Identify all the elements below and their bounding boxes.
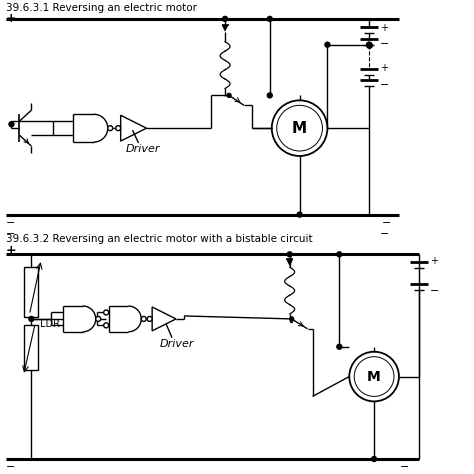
Circle shape (267, 93, 272, 98)
Polygon shape (222, 25, 228, 32)
Circle shape (104, 310, 109, 315)
Circle shape (96, 317, 100, 321)
Circle shape (29, 317, 34, 321)
Circle shape (223, 17, 228, 21)
Text: −: − (6, 218, 15, 228)
Text: −: − (382, 218, 391, 228)
Text: 39.6.3.1 Reversing an electric motor: 39.6.3.1 Reversing an electric motor (6, 3, 197, 13)
Circle shape (9, 122, 14, 127)
Circle shape (147, 317, 152, 321)
Circle shape (287, 252, 292, 257)
Circle shape (337, 344, 342, 349)
Circle shape (141, 317, 146, 321)
Circle shape (290, 317, 293, 321)
Text: −: − (6, 228, 15, 238)
Circle shape (325, 42, 330, 47)
Circle shape (227, 93, 231, 97)
Text: +: + (380, 63, 388, 73)
Text: M: M (292, 121, 307, 136)
Circle shape (267, 17, 272, 21)
Text: −: − (430, 286, 439, 296)
Text: −: − (380, 81, 390, 91)
Circle shape (108, 126, 113, 131)
Circle shape (116, 126, 121, 131)
Text: +: + (6, 12, 16, 25)
Text: 39.6.3.2 Reversing an electric motor with a bistable circuit: 39.6.3.2 Reversing an electric motor wit… (6, 235, 312, 245)
Text: −: − (380, 39, 390, 49)
Circle shape (372, 456, 376, 462)
Bar (24, 325, 38, 370)
Text: +: + (380, 23, 388, 33)
Text: LDR: LDR (40, 319, 60, 329)
Text: Driver: Driver (160, 339, 195, 349)
Polygon shape (286, 259, 293, 266)
Text: −: − (6, 462, 15, 472)
Text: M: M (367, 370, 381, 383)
Bar (24, 267, 38, 317)
Text: +: + (6, 245, 16, 257)
Circle shape (104, 323, 109, 328)
Text: −: − (380, 228, 389, 238)
Text: −: − (400, 462, 409, 472)
Circle shape (337, 252, 342, 257)
Circle shape (367, 42, 372, 47)
Circle shape (297, 212, 302, 217)
Text: +: + (430, 256, 438, 266)
Circle shape (367, 42, 372, 47)
Text: Driver: Driver (126, 144, 160, 154)
